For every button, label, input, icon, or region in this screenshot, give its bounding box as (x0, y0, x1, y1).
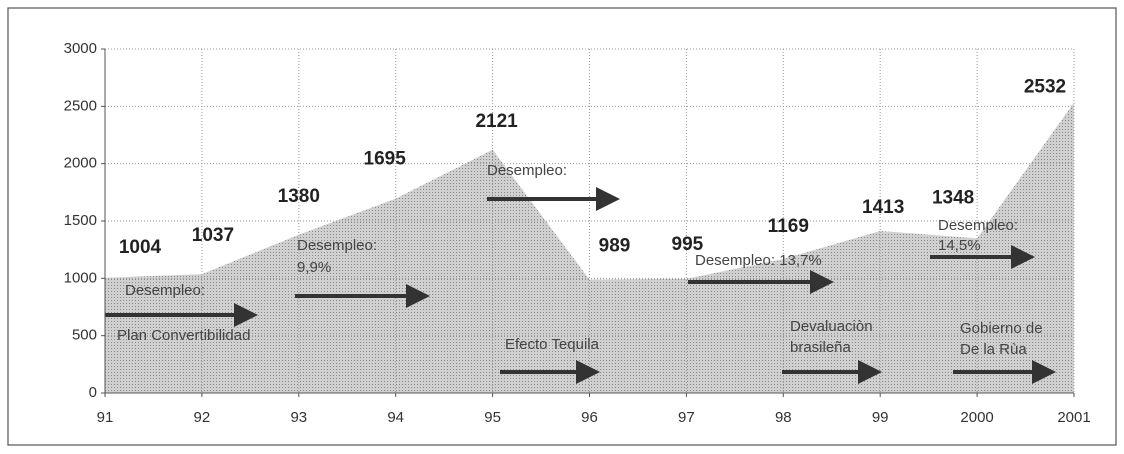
x-tick-label: 93 (290, 409, 307, 426)
area (105, 102, 1074, 393)
data-label: 995 (672, 234, 704, 255)
data-label: 2532 (1024, 77, 1066, 98)
frame (7, 7, 1117, 446)
annotation: Desempleo: (125, 282, 205, 299)
y-tick-label: 1000 (64, 269, 97, 286)
data-label: 1037 (192, 225, 234, 246)
x-tick-label: 99 (872, 409, 889, 426)
x-tick-label: 96 (581, 409, 598, 426)
annotation: De la Rùa (960, 341, 1027, 358)
y-tick-label: 2500 (64, 97, 97, 114)
x-tick-label: 97 (678, 409, 695, 426)
annotation: Desempleo: (487, 162, 567, 179)
annotation: Desempleo: 13,7% (695, 252, 822, 269)
annotation: brasileña (790, 339, 852, 356)
data-label: 2121 (475, 111, 518, 132)
annotation: Desempleo: (297, 237, 377, 254)
annotation: Plan Convertibilidad (117, 327, 250, 344)
annotation: 9,9% (297, 259, 331, 276)
x-tick-label: 2001 (1057, 409, 1090, 426)
data-label: 989 (599, 236, 631, 257)
x-tick-label: 91 (97, 409, 114, 426)
x-tick-label: 92 (194, 409, 211, 426)
arrows (105, 187, 1056, 384)
annotation: Gobierno de (960, 320, 1043, 337)
data-label: 1004 (119, 237, 162, 258)
x-tick-label: 95 (484, 409, 501, 426)
data-label: 1169 (768, 216, 809, 237)
annotation: Efecto Tequila (505, 336, 600, 353)
y-tick-label: 3000 (64, 40, 97, 57)
data-label: 1348 (932, 187, 974, 208)
data-label: 1695 (364, 149, 407, 170)
y-tick-label: 500 (72, 327, 97, 344)
data-label: 1413 (862, 197, 904, 218)
annotation: Desempleo: (938, 217, 1018, 234)
x-tick-label: 2000 (960, 409, 993, 426)
y-tick-label: 0 (89, 384, 97, 401)
x-tick-label: 98 (775, 409, 792, 426)
annotation: Devaluaciòn (790, 318, 873, 335)
x-tick-label: 94 (387, 409, 404, 426)
y-tick-label: 2000 (64, 155, 97, 172)
y-tick-label: 1500 (64, 212, 97, 229)
annotation: 14,5% (938, 237, 981, 254)
data-label: 1380 (278, 186, 320, 207)
